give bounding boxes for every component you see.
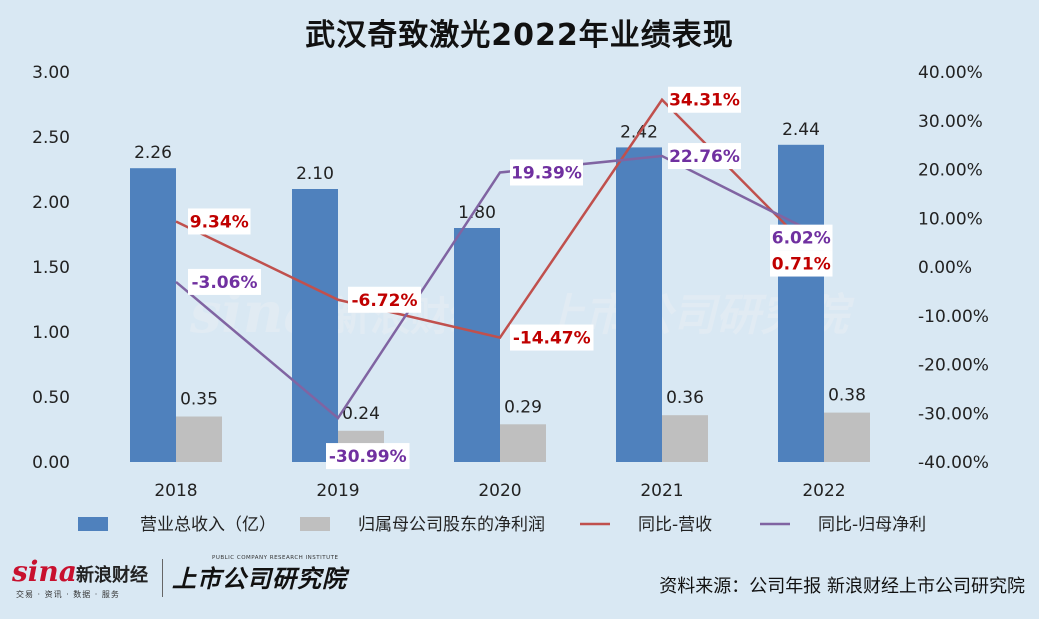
profit-growth-label-box <box>326 443 410 470</box>
revenue-bar <box>454 228 500 462</box>
left-axis-tick-label: 0.00 <box>32 453 70 473</box>
profit-growth-label: 22.76% <box>669 147 740 167</box>
profit-growth-label: -3.06% <box>191 273 257 293</box>
profit-growth-label-box <box>770 224 833 251</box>
profit-data-label: 0.35 <box>180 390 218 410</box>
profit-growth-label-box <box>510 159 583 186</box>
revenue-data-label: 1.80 <box>458 203 496 223</box>
profit-growth-line <box>175 154 825 420</box>
right-axis-tick-label: 30.00% <box>918 112 983 132</box>
revenue-growth-label-box <box>348 286 421 313</box>
revenue-growth-label: 34.31% <box>669 91 740 111</box>
profit-data-label: 0.36 <box>666 388 704 408</box>
x-axis-tick-label: 2020 <box>478 481 521 501</box>
profit-growth-label: 19.39% <box>511 163 582 183</box>
source-note: 资料来源：公司年报 新浪财经上市公司研究院 <box>659 576 1025 597</box>
right-axis-tick-label: -10.00% <box>918 307 989 327</box>
legend-label: 营业总收入（亿） <box>140 515 276 535</box>
left-axis-tick-label: 2.50 <box>32 128 70 148</box>
x-axis-tick-label: 2022 <box>802 481 845 501</box>
left-axis-tick-label: 1.00 <box>32 323 70 343</box>
revenue-bar <box>292 189 338 462</box>
revenue-data-label: 2.26 <box>134 143 172 163</box>
legend-label: 同比-营收 <box>638 515 712 535</box>
sina-finance-tagline: 交易 · 资讯 · 数据 · 服务 <box>16 590 120 599</box>
legend-swatch <box>300 517 330 531</box>
revenue-growth-label: 0.71% <box>772 255 831 275</box>
research-institute-logo: 上市公司研究院 <box>172 565 347 593</box>
legend-label: 归属母公司股东的净利润 <box>358 515 545 535</box>
revenue-bar <box>130 168 176 462</box>
footer-logos: sina 新浪财经 交易 · 资讯 · 数据 · 服务 上市公司研究院 PUBL… <box>12 555 372 601</box>
revenue-growth-label-box <box>510 324 594 351</box>
x-axis-tick-label: 2019 <box>316 481 359 501</box>
x-axis-tick-label: 2021 <box>640 481 683 501</box>
profit-growth-label: 6.02% <box>772 229 831 249</box>
profit-bar <box>824 412 870 462</box>
revenue-growth-label-box <box>770 250 833 277</box>
research-institute-tagline: PUBLIC COMPANY RESEARCH INSTITUTE <box>212 555 339 561</box>
sina-logo: sina <box>12 555 77 588</box>
sina-finance-name: 新浪财经 <box>76 565 148 586</box>
right-axis-tick-label: -30.00% <box>918 404 989 424</box>
x-axis-tick-label: 2018 <box>154 481 197 501</box>
revenue-growth-label-box <box>188 208 251 235</box>
profit-bar <box>500 424 546 462</box>
revenue-growth-label-box <box>668 86 741 113</box>
profit-growth-label: -30.99% <box>329 447 407 467</box>
logo-divider <box>162 559 163 597</box>
revenue-data-label: 2.44 <box>782 120 820 140</box>
right-axis-tick-label: -40.00% <box>918 453 989 473</box>
right-axis-tick-label: -20.00% <box>918 356 989 376</box>
revenue-growth-label: 9.34% <box>190 212 249 232</box>
profit-growth-label-box <box>668 143 741 170</box>
legend-label: 同比-归母净利 <box>818 515 926 535</box>
revenue-data-label: 2.10 <box>296 164 334 184</box>
revenue-growth-label: -14.47% <box>513 329 591 349</box>
right-axis-tick-label: 20.00% <box>918 161 983 181</box>
legend-swatch <box>78 517 108 531</box>
left-axis-tick-label: 2.00 <box>32 193 70 213</box>
left-axis-tick-label: 1.50 <box>32 258 70 278</box>
profit-growth-label-box <box>188 268 261 295</box>
revenue-bar <box>778 144 824 463</box>
revenue-bar <box>616 147 662 462</box>
profit-data-label: 0.24 <box>342 404 380 424</box>
right-axis-tick-label: 0.00% <box>918 258 972 278</box>
right-axis-tick-label: 40.00% <box>918 63 983 83</box>
left-axis-tick-label: 3.00 <box>32 63 70 83</box>
profit-data-label: 0.29 <box>504 397 542 417</box>
profit-data-label: 0.38 <box>828 386 866 406</box>
profit-bar <box>662 415 708 462</box>
revenue-growth-label: -6.72% <box>351 291 417 311</box>
left-axis-tick-label: 0.50 <box>32 388 70 408</box>
profit-bar <box>176 416 222 462</box>
right-axis-tick-label: 10.00% <box>918 209 983 229</box>
chart-title: 武汉奇致激光2022年业绩表现 <box>305 18 734 53</box>
